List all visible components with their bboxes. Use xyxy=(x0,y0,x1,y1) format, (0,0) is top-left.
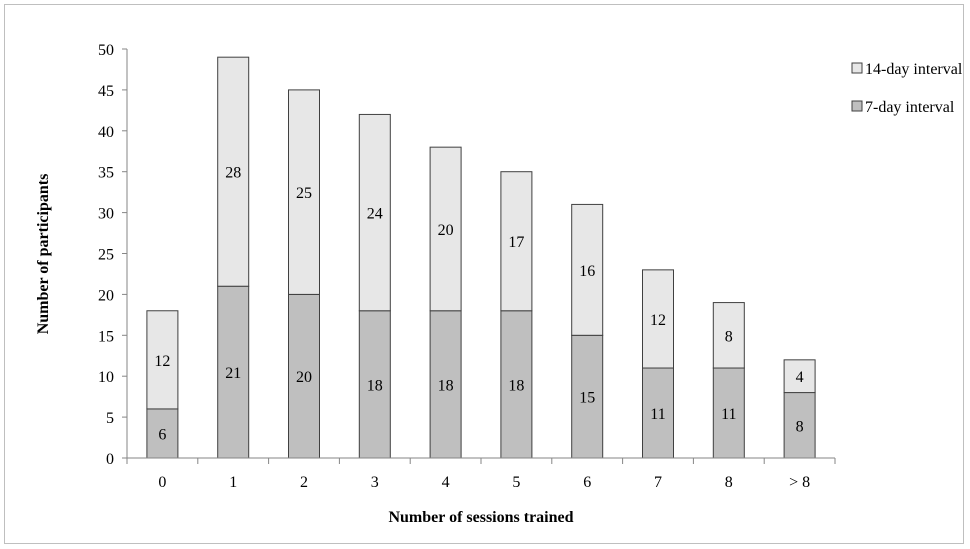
y-tick-label-8: 40 xyxy=(98,124,114,141)
x-tick-label-8: 8 xyxy=(725,474,733,491)
data-label-7day-6: 15 xyxy=(579,390,595,407)
y-tick-label-6: 30 xyxy=(98,206,114,223)
y-tick-label-10: 50 xyxy=(98,42,114,59)
data-label-14day-7: 12 xyxy=(650,312,666,329)
x-axis-title: Number of sessions trained xyxy=(388,509,573,526)
y-tick-label-7: 35 xyxy=(98,165,114,182)
data-label-7day-9: 8 xyxy=(796,418,804,435)
bar-7day-9 xyxy=(783,392,816,459)
bar-14day-6 xyxy=(571,203,604,336)
data-label-14day-6: 16 xyxy=(579,263,595,280)
bar-14day-1 xyxy=(217,56,250,287)
data-label-7day-4: 18 xyxy=(438,377,454,394)
data-label-14day-2: 25 xyxy=(296,185,312,202)
legend-label-14day: 14-day interval xyxy=(865,61,963,78)
x-tick-label-3: 3 xyxy=(371,474,379,491)
y-axis-title: Number of participants xyxy=(35,174,52,335)
x-tick-label-7: 7 xyxy=(654,474,662,491)
legend-swatch-7day xyxy=(851,100,863,112)
bar-7day-3 xyxy=(358,310,391,459)
bar-7day-1 xyxy=(217,285,250,459)
y-tick-label-4: 20 xyxy=(98,287,114,304)
x-tick-label-5: 5 xyxy=(512,474,520,491)
bar-14day-3 xyxy=(358,113,391,312)
bar-7day-7 xyxy=(642,367,674,459)
y-tick-label-1: 5 xyxy=(106,410,114,427)
data-label-14day-3: 24 xyxy=(367,206,383,223)
y-tick-label-2: 10 xyxy=(98,369,114,386)
data-label-14day-5: 17 xyxy=(508,234,524,251)
bar-7day-0 xyxy=(146,408,179,459)
bar-14day-8 xyxy=(712,302,745,369)
data-label-7day-1: 21 xyxy=(225,365,241,382)
bar-14day-4 xyxy=(429,146,462,312)
y-tick-label-9: 45 xyxy=(98,83,114,100)
data-label-14day-9: 4 xyxy=(796,369,804,386)
y-tick-label-3: 15 xyxy=(98,328,114,345)
data-label-7day-3: 18 xyxy=(367,377,383,394)
data-label-14day-1: 28 xyxy=(225,165,241,182)
bar-7day-8 xyxy=(712,367,745,459)
bar-14day-9 xyxy=(783,359,816,394)
data-label-14day-0: 12 xyxy=(154,353,170,370)
data-label-7day-8: 11 xyxy=(721,406,736,423)
data-label-7day-7: 11 xyxy=(650,406,665,423)
bar-7day-4 xyxy=(429,310,462,459)
bar-7day-2 xyxy=(288,293,320,459)
legend: 14-day interval 7-day interval xyxy=(851,61,963,116)
x-tick-label-6: 6 xyxy=(583,474,591,491)
bar-14day-5 xyxy=(500,171,533,312)
x-tick-label-4: 4 xyxy=(442,474,450,491)
data-label-7day-0: 6 xyxy=(158,426,166,443)
bar-14day-7 xyxy=(642,269,674,369)
bar-14day-2 xyxy=(288,89,320,295)
x-tick-label-1: 1 xyxy=(229,474,237,491)
y-tick-label-0: 0 xyxy=(106,451,114,468)
x-tick-label-9: > 8 xyxy=(789,474,810,491)
x-tick-label-0: 0 xyxy=(158,474,166,491)
bar-14day-0 xyxy=(146,310,179,410)
data-label-14day-4: 20 xyxy=(438,222,454,239)
data-label-14day-8: 8 xyxy=(725,328,733,345)
bar-7day-5 xyxy=(500,310,533,459)
legend-swatch-14day xyxy=(851,62,863,74)
x-tick-label-2: 2 xyxy=(300,474,308,491)
data-label-7day-2: 20 xyxy=(296,369,312,386)
bars-group: 6 12 21 28 20 25 18 24 18 20 18 17 15 16 11 12 11 8 8 4 xyxy=(146,56,816,459)
legend-label-7day: 7-day interval xyxy=(865,99,955,116)
y-tick-label-5: 25 xyxy=(98,247,114,264)
data-label-7day-5: 18 xyxy=(508,377,524,394)
